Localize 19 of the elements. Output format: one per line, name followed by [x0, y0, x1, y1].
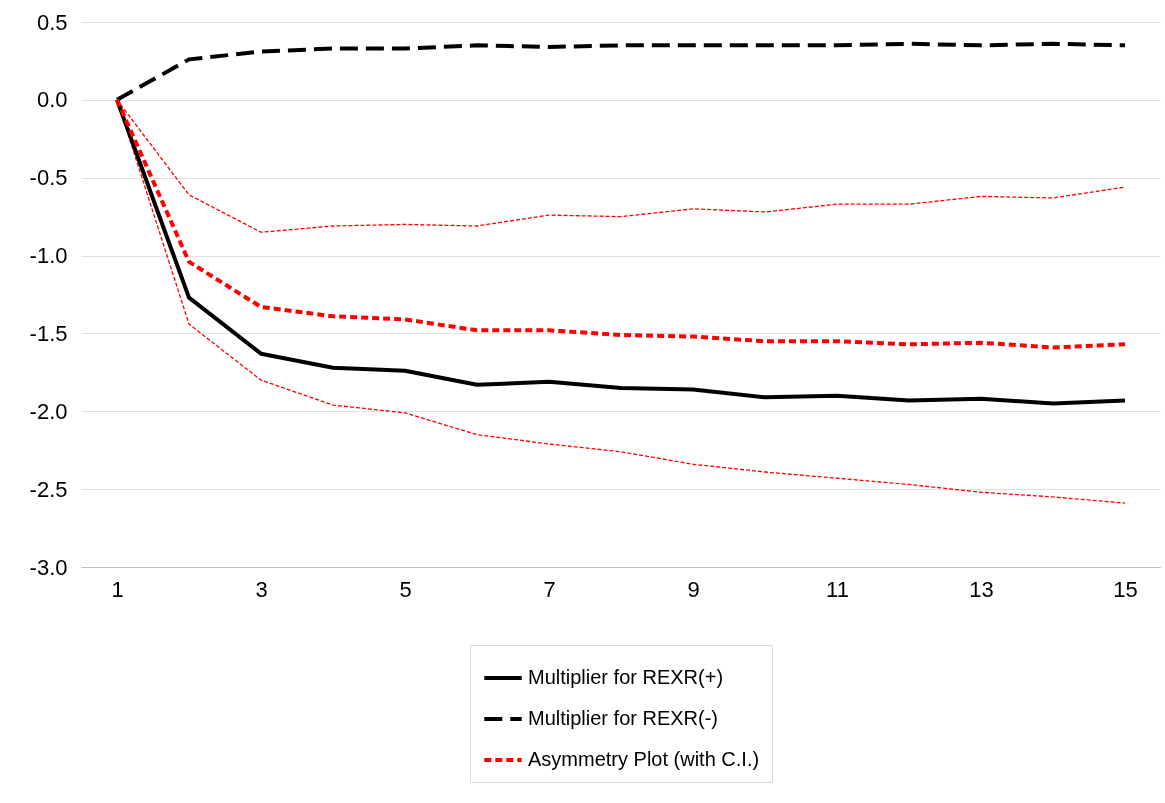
x-tick-label: 13	[969, 576, 994, 602]
legend-label: Multiplier for REXR(+)	[528, 666, 724, 688]
y-tick-label: -2.5	[29, 476, 68, 502]
x-tick-label: 1	[111, 576, 124, 602]
legend-label: Multiplier for REXR(-)	[528, 707, 719, 729]
y-tick-label: 0.0	[36, 87, 68, 113]
legend-label: Asymmetry Plot (with C.I.)	[528, 748, 760, 770]
x-tick-label: 15	[1113, 576, 1138, 602]
y-tick-label: -1.0	[29, 243, 68, 269]
y-tick-label: -3.0	[29, 554, 68, 580]
x-tick-label: 3	[255, 576, 268, 602]
y-tick-label: -2.0	[29, 398, 68, 424]
y-tick-label: -1.5	[29, 320, 68, 346]
x-tick-label: 11	[826, 576, 849, 602]
x-tick-label: 7	[543, 576, 556, 602]
y-tick-label: 0.5	[36, 9, 68, 35]
x-tick-label: 5	[399, 576, 412, 602]
x-tick-label: 9	[687, 576, 700, 602]
y-tick-label: -0.5	[29, 165, 68, 191]
